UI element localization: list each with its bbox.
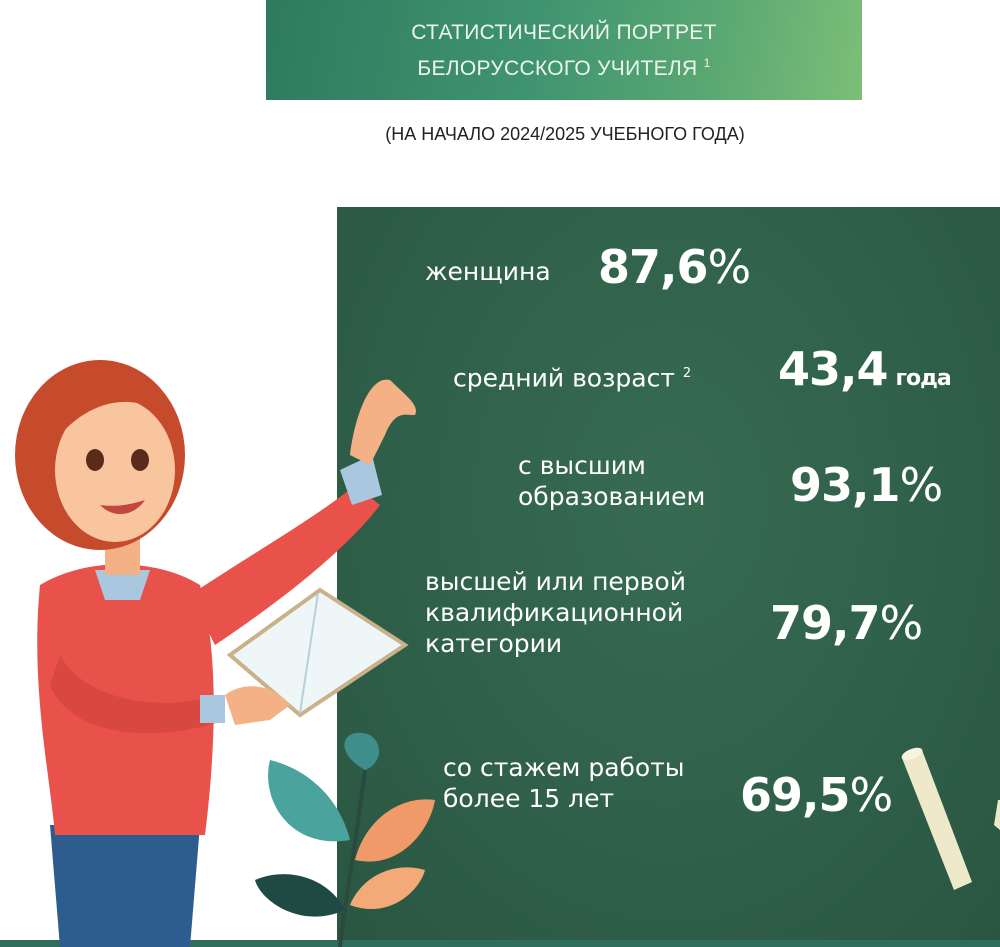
- stat-value-age: 43,4 года: [778, 342, 952, 396]
- chalk-icon: [901, 747, 1000, 890]
- stat-label-qualification: высшей или первой квалификационной катег…: [425, 567, 686, 658]
- bottom-strip: [0, 940, 1000, 947]
- stat-value-women: 87,6%: [598, 240, 751, 294]
- teacher-illustration: [15, 360, 416, 947]
- stat-label-higher-education: с высшим образованием: [518, 451, 706, 511]
- footnote-marker: 1: [703, 56, 711, 70]
- stat-value-experience: 69,5%: [740, 768, 893, 822]
- stat-label-age: средний возраст 2: [453, 363, 692, 393]
- stat-label-experience: со стажем работы более 15 лет: [443, 753, 685, 813]
- chalkboard: [337, 207, 1000, 940]
- stat-label-women: женщина: [425, 257, 551, 286]
- stat-value-qualification: 79,7%: [770, 596, 923, 650]
- title-banner: СТАТИСТИЧЕСКИЙ ПОРТРЕТ БЕЛОРУССКОГО УЧИТ…: [266, 0, 862, 100]
- title-line-1: СТАТИСТИЧЕСКИЙ ПОРТРЕТ: [411, 21, 717, 44]
- title-line-2: БЕЛОРУССКОГО УЧИТЕЛЯ 1: [417, 56, 711, 80]
- leaves-illustration: [255, 732, 435, 947]
- subtitle: (НА НАЧАЛО 2024/2025 УЧЕБНОГО ГОДА): [385, 124, 745, 144]
- stat-value-higher-education: 93,1%: [790, 458, 943, 512]
